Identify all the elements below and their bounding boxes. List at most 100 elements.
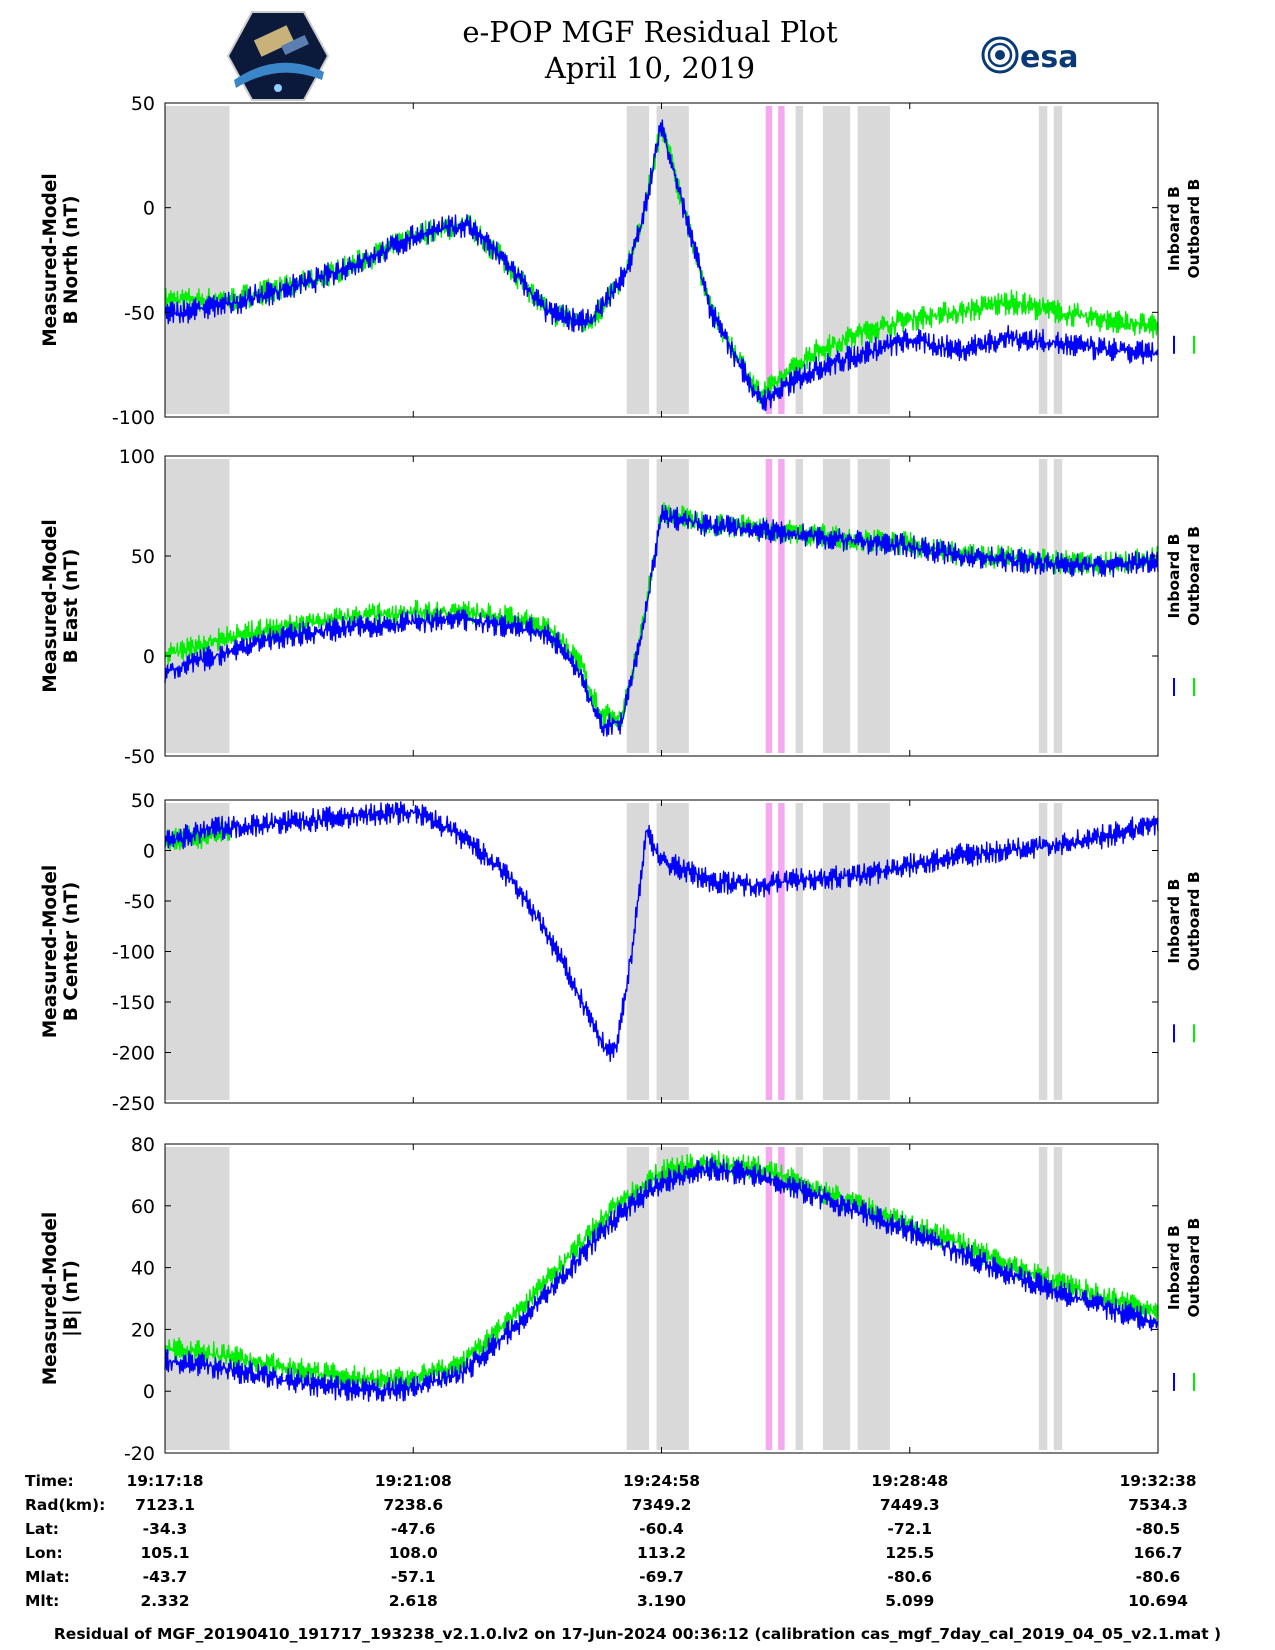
gray-band-5 — [857, 1147, 890, 1450]
ephemeris-value-4-4: -80.6 — [1136, 1568, 1181, 1586]
ephemeris-value-3-4: -80.6 — [887, 1568, 932, 1586]
ephemeris-value-1-0: 19:21:08 — [375, 1472, 452, 1490]
pink-band-0 — [765, 1147, 773, 1450]
legend-outboard-label-2: Outboard B — [1185, 526, 1203, 626]
pink-band-0 — [765, 106, 773, 414]
page-title: e-POP MGF Residual Plot April 10, 2019 — [370, 14, 930, 86]
ephemeris-value-2-3: 113.2 — [637, 1544, 686, 1562]
esa-logo: esa — [981, 36, 1078, 75]
gray-band-4 — [822, 459, 851, 753]
gray-band-3 — [795, 803, 804, 1100]
legend-outboard-label-4: Outboard B — [1185, 1218, 1203, 1318]
ephemeris-label-5: Mlt: — [25, 1592, 59, 1610]
footer-caption: Residual of MGF_20190410_191717_193238_v… — [53, 1625, 1222, 1643]
esa-logo-text: esa — [1020, 40, 1078, 75]
ytick-label-3-3: -100 — [112, 942, 155, 964]
ephemeris-value-4-1: 7534.3 — [1128, 1496, 1188, 1514]
gray-band-1 — [626, 803, 650, 1100]
gray-band-2 — [656, 803, 689, 1100]
panel-3: 50 0 -50 -100 -150 -200 -250 Measured-Model B Ce… — [40, 790, 1203, 1115]
gray-band-7 — [1053, 106, 1063, 414]
ytick-label-1-1: 0 — [143, 198, 155, 220]
gray-band-6 — [1038, 106, 1048, 414]
ephemeris-value-3-1: 7449.3 — [880, 1496, 940, 1514]
legend-inboard-label-3: Inboard B — [1165, 879, 1183, 964]
panel-2: 100 50 0 -50 Measured-Model B East (nT) Inboar… — [40, 446, 1203, 768]
ytick-label-1-3: -100 — [112, 407, 155, 429]
ylabel-4-1: |B| (nT) — [61, 1260, 82, 1337]
gray-band-5 — [857, 106, 890, 414]
ytick-label-4-5: -20 — [124, 1443, 155, 1465]
ytick-label-4-0: 80 — [131, 1134, 155, 1156]
legend-outboard-label-1: Outboard B — [1185, 179, 1203, 279]
ylabel-4-0: Measured-Model — [40, 1212, 61, 1385]
ytick-label-3-4: -150 — [112, 992, 155, 1014]
ephemeris-value-2-2: -60.4 — [639, 1520, 684, 1538]
ephemeris-value-3-0: 19:28:48 — [871, 1472, 948, 1490]
inboard-line-3 — [164, 801, 1159, 1062]
ytick-label-4-4: 0 — [143, 1381, 155, 1403]
ephemeris-value-4-2: -80.5 — [1136, 1520, 1181, 1538]
ytick-label-4-2: 40 — [131, 1258, 155, 1280]
ytick-label-3-6: -250 — [112, 1093, 155, 1115]
gray-band-3 — [795, 459, 804, 753]
ytick-label-3-1: 0 — [143, 841, 155, 863]
gray-band-2 — [656, 106, 689, 414]
gray-band-2 — [656, 1147, 689, 1450]
ephemeris-value-1-4: -57.1 — [391, 1568, 436, 1586]
gray-band-0 — [165, 459, 230, 753]
ephemeris-value-4-5: 10.694 — [1128, 1592, 1188, 1610]
ephemeris-value-3-3: 125.5 — [885, 1544, 934, 1562]
inboard-line-2 — [164, 504, 1159, 737]
gray-band-0 — [165, 1147, 230, 1450]
gray-band-4 — [822, 803, 851, 1100]
gray-band-0 — [165, 803, 230, 1100]
ephemeris-label-3: Lon: — [25, 1544, 63, 1562]
ephemeris-label-4: Mlat: — [25, 1568, 70, 1586]
gray-band-3 — [795, 1147, 804, 1450]
pink-band-1 — [778, 459, 785, 753]
inboard-line-4 — [164, 1157, 1159, 1402]
ytick-label-1-2: -50 — [124, 302, 155, 324]
ylabel-3-1: B Center (nT) — [61, 882, 82, 1022]
ephemeris-value-2-0: 19:24:58 — [623, 1472, 700, 1490]
title-line-2: April 10, 2019 — [544, 51, 756, 85]
ytick-label-1-0: 50 — [131, 93, 155, 115]
pink-band-0 — [765, 459, 773, 753]
gray-band-6 — [1038, 803, 1048, 1100]
gray-band-1 — [626, 1147, 650, 1450]
ephemeris-label-2: Lat: — [25, 1520, 59, 1538]
ytick-label-2-1: 50 — [131, 546, 155, 568]
legend-outboard-label-3: Outboard B — [1185, 871, 1203, 971]
gray-band-5 — [857, 459, 890, 753]
pink-band-1 — [778, 1147, 785, 1450]
ephemeris-value-1-1: 7238.6 — [383, 1496, 443, 1514]
ephemeris-value-0-1: 7123.1 — [135, 1496, 195, 1514]
ytick-label-2-2: 0 — [143, 646, 155, 668]
gray-band-1 — [626, 106, 650, 414]
ephemeris-value-0-3: 105.1 — [140, 1544, 189, 1562]
gray-band-5 — [857, 803, 890, 1100]
ytick-label-3-5: -200 — [112, 1043, 155, 1065]
ephemeris-label-1: Rad(km): — [25, 1496, 105, 1514]
legend-inboard-label-1: Inboard B — [1165, 186, 1183, 271]
pink-band-1 — [778, 803, 785, 1100]
inboard-line-1 — [164, 119, 1159, 412]
gray-band-6 — [1038, 459, 1048, 753]
gray-band-7 — [1053, 803, 1063, 1100]
gray-band-2 — [656, 459, 689, 753]
gray-band-7 — [1053, 459, 1063, 753]
ephemeris-value-1-5: 2.618 — [389, 1592, 438, 1610]
panel-4: 80 60 40 20 0 -20 Measured-Model |B| (nT) Inboar… — [40, 1134, 1203, 1465]
ylabel-1-1: B North (nT) — [61, 195, 82, 324]
legend-inboard-label-4: Inboard B — [1165, 1225, 1183, 1310]
gray-band-6 — [1038, 1147, 1048, 1450]
gray-band-3 — [795, 106, 804, 414]
ephemeris-value-1-2: -47.6 — [391, 1520, 436, 1538]
ylabel-2-1: B East (nT) — [61, 549, 82, 664]
pink-band-1 — [778, 106, 785, 414]
ytick-label-3-0: 50 — [131, 790, 155, 812]
ephemeris-value-3-5: 5.099 — [885, 1592, 934, 1610]
ephemeris-table: Time: Rad(km): Lat: Lon: Mlat: Mlt: 19:17:18 71… — [25, 1472, 1197, 1610]
ephemeris-value-0-2: -34.3 — [143, 1520, 188, 1538]
